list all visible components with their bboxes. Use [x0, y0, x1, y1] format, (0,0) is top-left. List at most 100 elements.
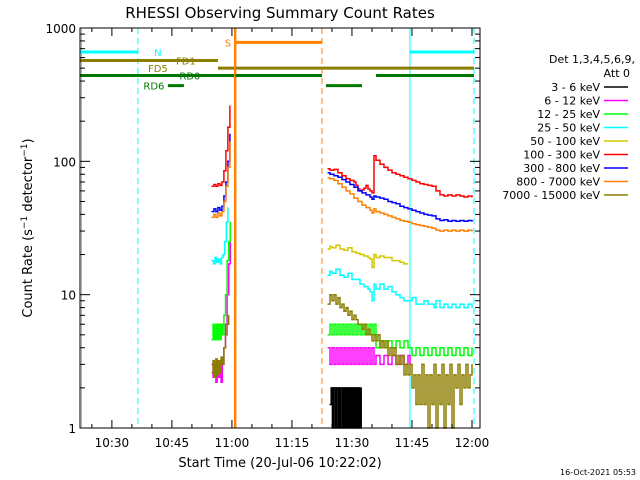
- data-point-100-300-kev: [375, 159, 377, 161]
- data-point-100-300-kev: [459, 195, 461, 197]
- plot-area: [80, 28, 480, 428]
- data-point-6-12-kev: [337, 363, 339, 365]
- data-point-12-25-kev: [226, 260, 228, 262]
- data-point-12-25-kev: [211, 339, 213, 341]
- data-point-100-300-kev: [455, 194, 457, 196]
- data-point-7000-15000-kev: [401, 354, 403, 357]
- data-point-300-800-kev: [431, 215, 433, 217]
- data-point-50-100-kev: [407, 263, 409, 265]
- data-point-25-50-kev: [391, 291, 393, 293]
- data-point-7000-15000-kev: [353, 314, 355, 316]
- data-point-6-12-kev: [383, 354, 385, 357]
- data-point-800-7000-kev: [225, 185, 227, 187]
- data-point-100-300-kev: [379, 163, 381, 165]
- data-point-12-25-kev: [215, 323, 217, 325]
- data-point-7000-15000-kev: [333, 294, 335, 296]
- flag-label-fd5: FD5: [148, 64, 168, 75]
- data-point-7000-15000-kev: [365, 334, 367, 336]
- data-point-800-7000-kev: [349, 193, 351, 195]
- data-point-12-25-kev: [419, 354, 421, 357]
- legend-header-attenuator: Att 0: [604, 67, 630, 80]
- data-point-25-50-kev: [355, 278, 357, 281]
- data-point-300-800-kev: [229, 133, 231, 135]
- data-point-12-25-kev: [341, 323, 343, 325]
- data-point-50-100-kev: [327, 248, 329, 250]
- data-point-12-25-kev: [369, 323, 371, 325]
- y-tick-label: 10: [61, 289, 76, 303]
- data-point-7000-15000-kev: [409, 363, 411, 365]
- data-point-7000-15000-kev: [216, 374, 218, 376]
- data-point-7000-15000-kev: [355, 319, 357, 321]
- data-point-800-7000-kev: [391, 216, 393, 218]
- data-point-100-300-kev: [447, 194, 449, 196]
- data-point-25-50-kev: [459, 303, 461, 305]
- data-point-25-50-kev: [395, 294, 397, 296]
- data-point-800-7000-kev: [341, 186, 343, 188]
- y-axis-label-sup1: −1: [20, 216, 30, 229]
- data-point-6-12-kev: [359, 347, 361, 349]
- data-point-12-25-kev: [363, 334, 365, 336]
- data-point-25-50-kev: [455, 306, 457, 309]
- flag-label-rd6: RD6: [143, 82, 164, 93]
- data-point-300-800-kev: [439, 219, 441, 222]
- data-point-25-50-kev: [219, 263, 221, 265]
- data-point-300-800-kev: [467, 219, 469, 222]
- data-point-25-50-kev: [447, 306, 449, 309]
- data-point-800-7000-kev: [467, 229, 469, 231]
- flag-label-fd1: FD1: [176, 57, 196, 68]
- data-point-800-7000-kev: [451, 229, 453, 231]
- data-point-50-100-kev: [339, 248, 341, 250]
- data-point-100-300-kev: [367, 188, 369, 190]
- legend-label-7000-15000-kev: 7000 - 15000 keV: [502, 189, 600, 202]
- data-point-12-25-kev: [353, 323, 355, 325]
- legend-label-50-100-kev: 50 - 100 keV: [530, 135, 600, 148]
- data-point-12-25-kev: [435, 354, 437, 357]
- data-point-25-50-kev: [212, 263, 215, 265]
- data-point-800-7000-kev: [447, 230, 449, 232]
- data-point-12-25-kev: [375, 347, 377, 349]
- data-point-800-7000-kev: [357, 200, 359, 203]
- data-point-7000-15000-kev: [335, 303, 337, 305]
- data-point-800-7000-kev: [403, 220, 405, 222]
- data-point-800-7000-kev: [327, 177, 329, 179]
- data-point-12-25-kev: [373, 323, 375, 325]
- data-point-7000-15000-kev: [351, 319, 353, 321]
- data-point-3-6-kev: [353, 387, 355, 389]
- data-point-800-7000-kev: [379, 212, 381, 214]
- data-point-6-12-kev: [341, 363, 343, 365]
- data-point-25-50-kev: [435, 300, 437, 302]
- data-point-12-25-kev: [459, 354, 461, 357]
- data-point-100-300-kev: [435, 190, 437, 192]
- data-point-25-50-kev: [331, 272, 333, 274]
- data-point-12-25-kev: [224, 294, 227, 296]
- data-point-300-800-kev: [345, 181, 347, 183]
- data-point-800-7000-kev: [353, 197, 355, 199]
- data-point-12-25-kev: [411, 354, 413, 357]
- data-point-7000-15000-kev: [415, 403, 417, 406]
- data-point-6-12-kev: [343, 347, 345, 349]
- data-point-7000-15000-kev: [447, 403, 449, 406]
- data-point-12-25-kev: [443, 354, 445, 357]
- data-point-3-6-kev: [348, 387, 350, 389]
- data-point-7000-15000-kev: [337, 297, 339, 299]
- data-point-7000-15000-kev: [217, 360, 219, 362]
- data-point-300-800-kev: [227, 160, 229, 162]
- data-point-100-300-kev: [215, 185, 217, 187]
- data-point-7000-15000-kev: [347, 314, 349, 316]
- generation-timestamp: 16-Oct-2021 05:53: [560, 468, 636, 477]
- data-point-25-50-kev: [399, 297, 401, 299]
- data-point-12-25-kev: [327, 334, 329, 336]
- data-point-7000-15000-kev: [369, 334, 371, 336]
- data-point-100-300-kev: [439, 194, 441, 196]
- data-point-7000-15000-kev: [471, 363, 473, 365]
- data-point-7000-15000-kev: [223, 347, 225, 349]
- data-point-25-50-kev: [216, 261, 218, 263]
- x-tick-label: 11:15: [275, 436, 310, 450]
- data-point-6-12-kev: [407, 354, 409, 357]
- data-point-7000-15000-kev: [399, 363, 401, 365]
- data-point-7000-15000-kev: [373, 334, 375, 336]
- data-point-100-300-kev: [219, 184, 221, 186]
- data-point-800-7000-kev: [227, 166, 229, 169]
- data-point-25-50-kev: [351, 278, 353, 281]
- data-point-300-800-kev: [375, 196, 377, 198]
